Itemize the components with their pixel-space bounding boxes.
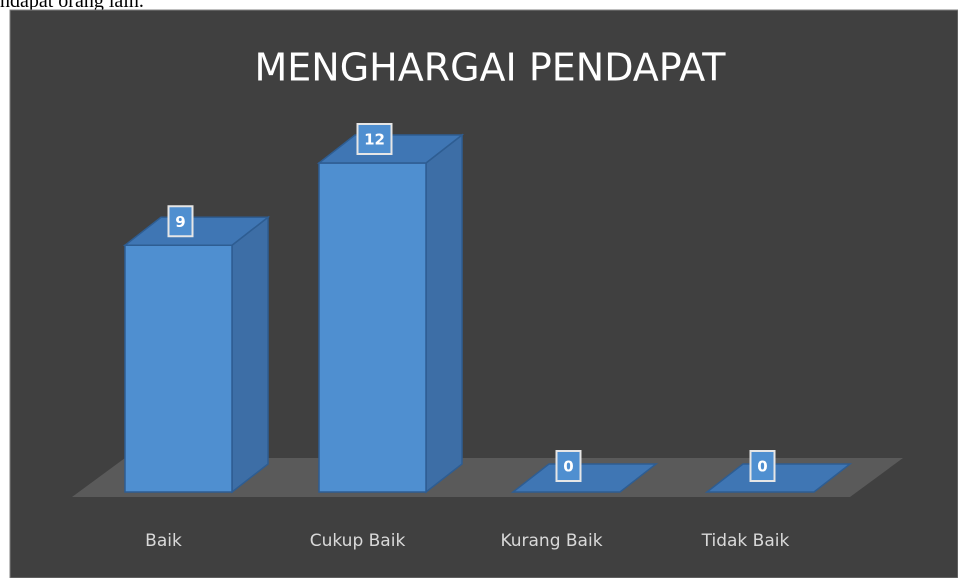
bar [316,133,465,494]
bar-top [704,463,853,493]
data-label: 0 [757,458,767,476]
bar-top [122,216,271,246]
x-tick-label: Cukup Baik [310,531,406,551]
data-label-box [555,450,582,482]
floor [72,458,903,497]
chart-title: MENGHARGAI PENDAPAT [254,46,726,90]
data-label-box [356,123,393,155]
bar-side [231,215,269,494]
data-label: 9 [175,213,185,231]
bar-top [510,463,659,493]
bar [122,215,271,494]
x-tick-label: Tidak Baik [701,531,790,551]
x-tick-label: Kurang Baik [500,531,602,551]
bar [704,463,853,493]
bar-front [124,244,233,493]
data-label: 12 [364,131,385,149]
data-label-box [749,450,776,482]
bar-front [318,162,427,493]
data-label-box [167,205,194,238]
caption-text: ndapat orang lain. [0,0,144,12]
bar-side [425,133,463,494]
x-tick-label: Baik [145,531,182,551]
data-label: 0 [563,458,573,476]
bar [510,463,659,493]
